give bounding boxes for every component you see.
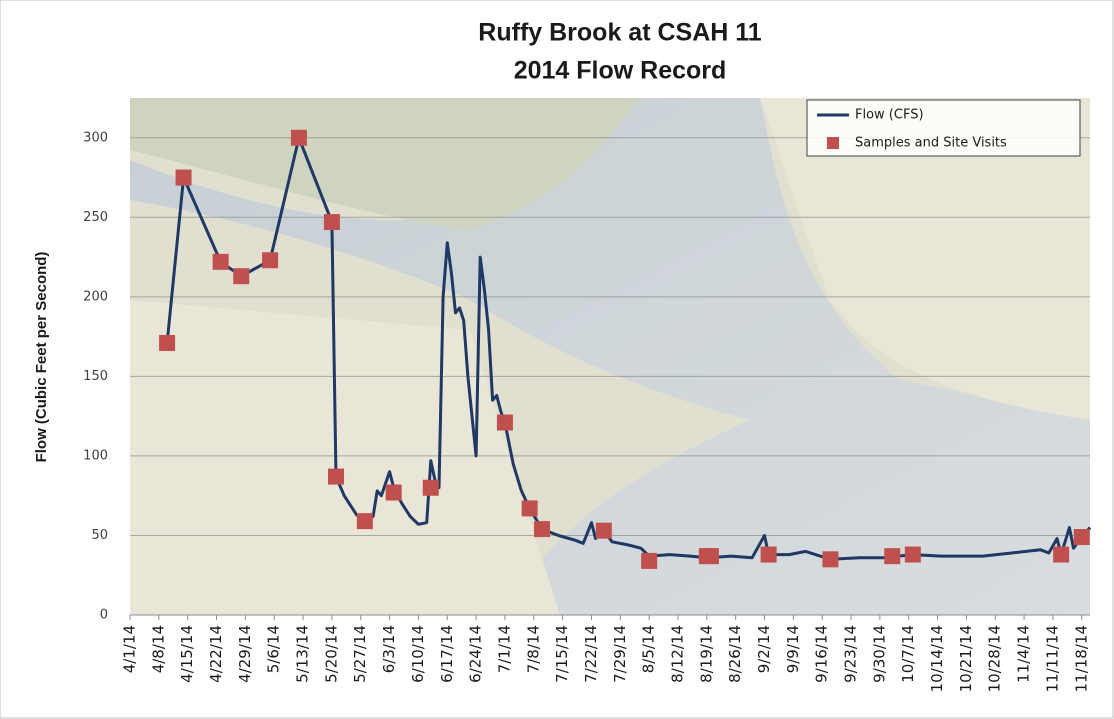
x-tick-label: 8/5/14	[640, 625, 658, 673]
sample-marker	[702, 548, 719, 565]
x-tick-label: 6/24/14	[467, 625, 485, 683]
y-axis-label: Flow (Cubic Feet per Second)	[33, 252, 50, 463]
sample-marker	[422, 479, 439, 496]
x-tick-label: 5/13/14	[294, 625, 312, 683]
x-tick-label: 9/9/14	[784, 625, 802, 673]
x-tick-label: 8/26/14	[726, 625, 744, 683]
sample-marker	[904, 546, 921, 563]
sample-marker	[356, 513, 373, 530]
legend-label: Samples and Site Visits	[855, 136, 1007, 151]
x-tick-label: 7/22/14	[582, 625, 600, 683]
sample-marker	[641, 552, 658, 569]
sample-marker	[290, 129, 307, 146]
y-tick-label: 300	[83, 130, 108, 145]
sample-marker	[323, 214, 340, 231]
x-tick-label: 4/29/14	[236, 625, 254, 683]
x-tick-label: 6/3/14	[380, 625, 398, 673]
x-tick-label: 6/10/14	[409, 625, 427, 683]
x-tick-label: 4/15/14	[178, 625, 196, 683]
sample-marker	[233, 268, 250, 285]
x-tick-label: 7/15/14	[553, 625, 571, 683]
x-tick-label: 11/4/14	[1015, 625, 1033, 683]
x-tick-label: 9/30/14	[870, 625, 888, 683]
sample-marker	[884, 548, 901, 565]
x-tick-label: 5/6/14	[265, 625, 283, 673]
x-tick-label: 9/2/14	[755, 625, 773, 673]
x-tick-label: 7/8/14	[524, 625, 542, 673]
chart-title: Ruffy Brook at CSAH 11	[478, 19, 761, 47]
sample-marker	[760, 546, 777, 563]
x-tick-label: 7/29/14	[611, 625, 629, 683]
legend-label: Flow (CFS)	[855, 108, 924, 123]
x-tick-label: 10/7/14	[899, 625, 917, 683]
sample-marker	[1053, 546, 1070, 563]
y-tick-label: 100	[83, 448, 108, 463]
sample-marker	[328, 468, 345, 485]
sample-marker	[496, 414, 513, 431]
sample-marker	[262, 252, 279, 269]
y-tick-label: 250	[83, 210, 108, 225]
y-tick-label: 50	[91, 528, 108, 543]
x-tick-label: 11/18/14	[1072, 625, 1090, 692]
sample-marker	[822, 551, 839, 568]
legend-swatch	[827, 137, 839, 149]
x-tick-label: 5/20/14	[322, 625, 340, 683]
sample-marker	[175, 169, 192, 186]
x-tick-label: 7/1/14	[495, 625, 513, 673]
x-tick-label: 10/21/14	[957, 625, 975, 692]
chart-subtitle: 2014 Flow Record	[514, 57, 727, 85]
x-tick-label: 9/16/14	[813, 625, 831, 683]
x-tick-label: 8/19/14	[697, 625, 715, 683]
sample-marker	[521, 500, 538, 517]
x-tick-label: 4/22/14	[207, 625, 225, 683]
y-tick-label: 150	[83, 369, 108, 384]
sample-marker	[534, 521, 551, 538]
sample-marker	[159, 334, 176, 351]
flow-line	[165, 136, 1092, 561]
x-tick-label: 4/1/14	[121, 625, 139, 673]
x-tick-label: 11/11/14	[1043, 625, 1061, 692]
x-tick-label: 5/27/14	[351, 625, 369, 683]
x-tick-label: 10/14/14	[928, 625, 946, 692]
legend-box	[806, 99, 1081, 157]
y-tick-label: 0	[100, 608, 108, 623]
x-tick-label: 8/12/14	[668, 625, 686, 683]
x-tick-label: 9/23/14	[842, 625, 860, 683]
x-tick-label: 6/17/14	[438, 625, 456, 683]
x-tick-label: 4/8/14	[149, 625, 167, 673]
sample-marker	[212, 253, 229, 270]
sample-marker	[595, 522, 612, 539]
sample-marker	[1073, 529, 1090, 546]
y-tick-label: 200	[83, 289, 108, 304]
sample-marker	[385, 484, 402, 501]
x-tick-label: 10/28/14	[986, 625, 1004, 692]
